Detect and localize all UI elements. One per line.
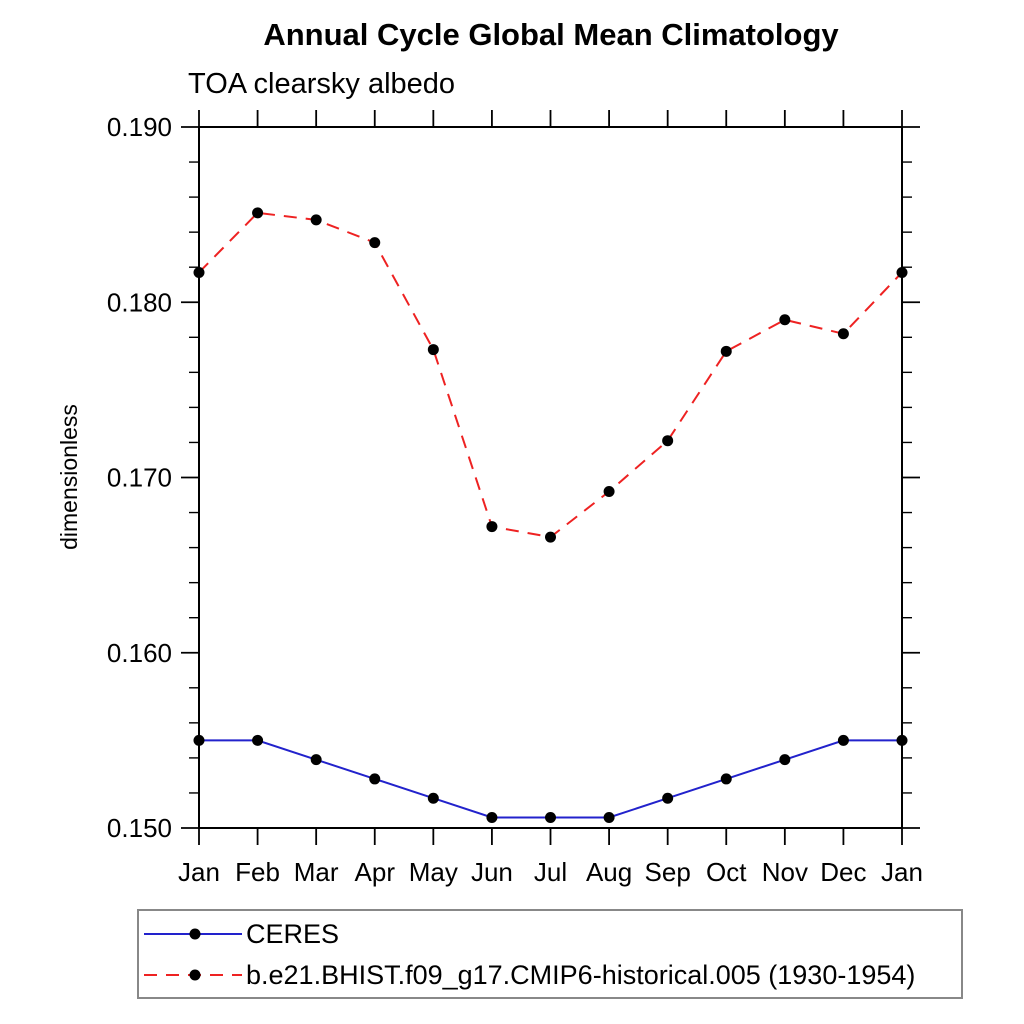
legend-item-ceres: CERES <box>143 918 339 950</box>
x-tick-label: Mar <box>294 857 339 887</box>
x-tick-label: Aug <box>586 857 632 887</box>
data-point-series-0 <box>193 734 205 746</box>
x-tick-label: Oct <box>706 857 747 887</box>
x-tick-label: Jan <box>178 857 220 887</box>
data-point-series-1 <box>603 486 615 498</box>
legend: CERES b.e21.BHIST.f09_g17.CMIP6-historic… <box>137 909 963 999</box>
legend-line-sample-solid <box>144 928 242 940</box>
data-point-series-1 <box>896 266 908 278</box>
data-point-series-0 <box>779 754 791 766</box>
plot-frame <box>198 126 903 829</box>
data-point-series-1 <box>779 314 791 326</box>
data-point-series-0 <box>545 811 556 823</box>
data-point-series-0 <box>427 792 439 804</box>
x-tick-label: Sep <box>645 857 691 887</box>
data-point-series-1 <box>310 214 322 226</box>
x-tick-label: Apr <box>355 857 396 887</box>
series-line-1 <box>198 211 903 539</box>
data-point-series-1 <box>662 435 674 447</box>
data-point-series-1 <box>837 328 849 340</box>
chart-subtitle: TOA clearsky albedo <box>188 68 456 100</box>
data-point-series-0 <box>603 811 615 823</box>
data-point-series-0 <box>369 773 381 785</box>
x-tick-label: Dec <box>820 857 866 887</box>
y-tick-label: 0.150 <box>107 813 172 843</box>
x-tick-label: Jan <box>881 857 923 887</box>
data-point-series-0 <box>486 811 498 823</box>
data-point-series-1 <box>369 237 381 249</box>
data-point-series-0 <box>662 792 674 804</box>
y-tick-label: 0.160 <box>107 638 172 668</box>
y-tick-label: 0.170 <box>107 463 172 493</box>
data-point-series-0 <box>837 734 849 746</box>
data-point-series-0 <box>310 754 322 766</box>
legend-label-ceres: CERES <box>246 918 340 949</box>
x-tick-label: May <box>409 857 458 887</box>
data-point-series-1 <box>486 521 498 533</box>
x-tick-label: Nov <box>762 857 808 887</box>
data-point-series-1 <box>545 531 556 543</box>
x-tick-label: Jun <box>471 857 513 887</box>
data-point-series-1 <box>427 344 439 356</box>
series-line-0 <box>199 739 902 819</box>
data-point-series-1 <box>720 345 732 357</box>
data-point-series-0 <box>720 773 732 785</box>
x-tick-label: Jul <box>534 857 567 887</box>
data-point-series-0 <box>252 734 264 746</box>
legend-line-sample-dashed <box>144 969 242 981</box>
legend-label-model: b.e21.BHIST.f09_g17.CMIP6-historical.005… <box>246 959 916 990</box>
data-point-series-0 <box>896 734 908 746</box>
y-tick-label: 0.190 <box>107 112 172 142</box>
y-tick-label: 0.180 <box>107 287 172 317</box>
data-point-series-1 <box>193 266 205 278</box>
x-tick-label: Feb <box>235 857 280 887</box>
data-point-series-1 <box>252 207 264 219</box>
legend-item-model: b.e21.BHIST.f09_g17.CMIP6-historical.005… <box>143 959 915 991</box>
chart-title: Annual Cycle Global Mean Climatology <box>263 17 839 52</box>
